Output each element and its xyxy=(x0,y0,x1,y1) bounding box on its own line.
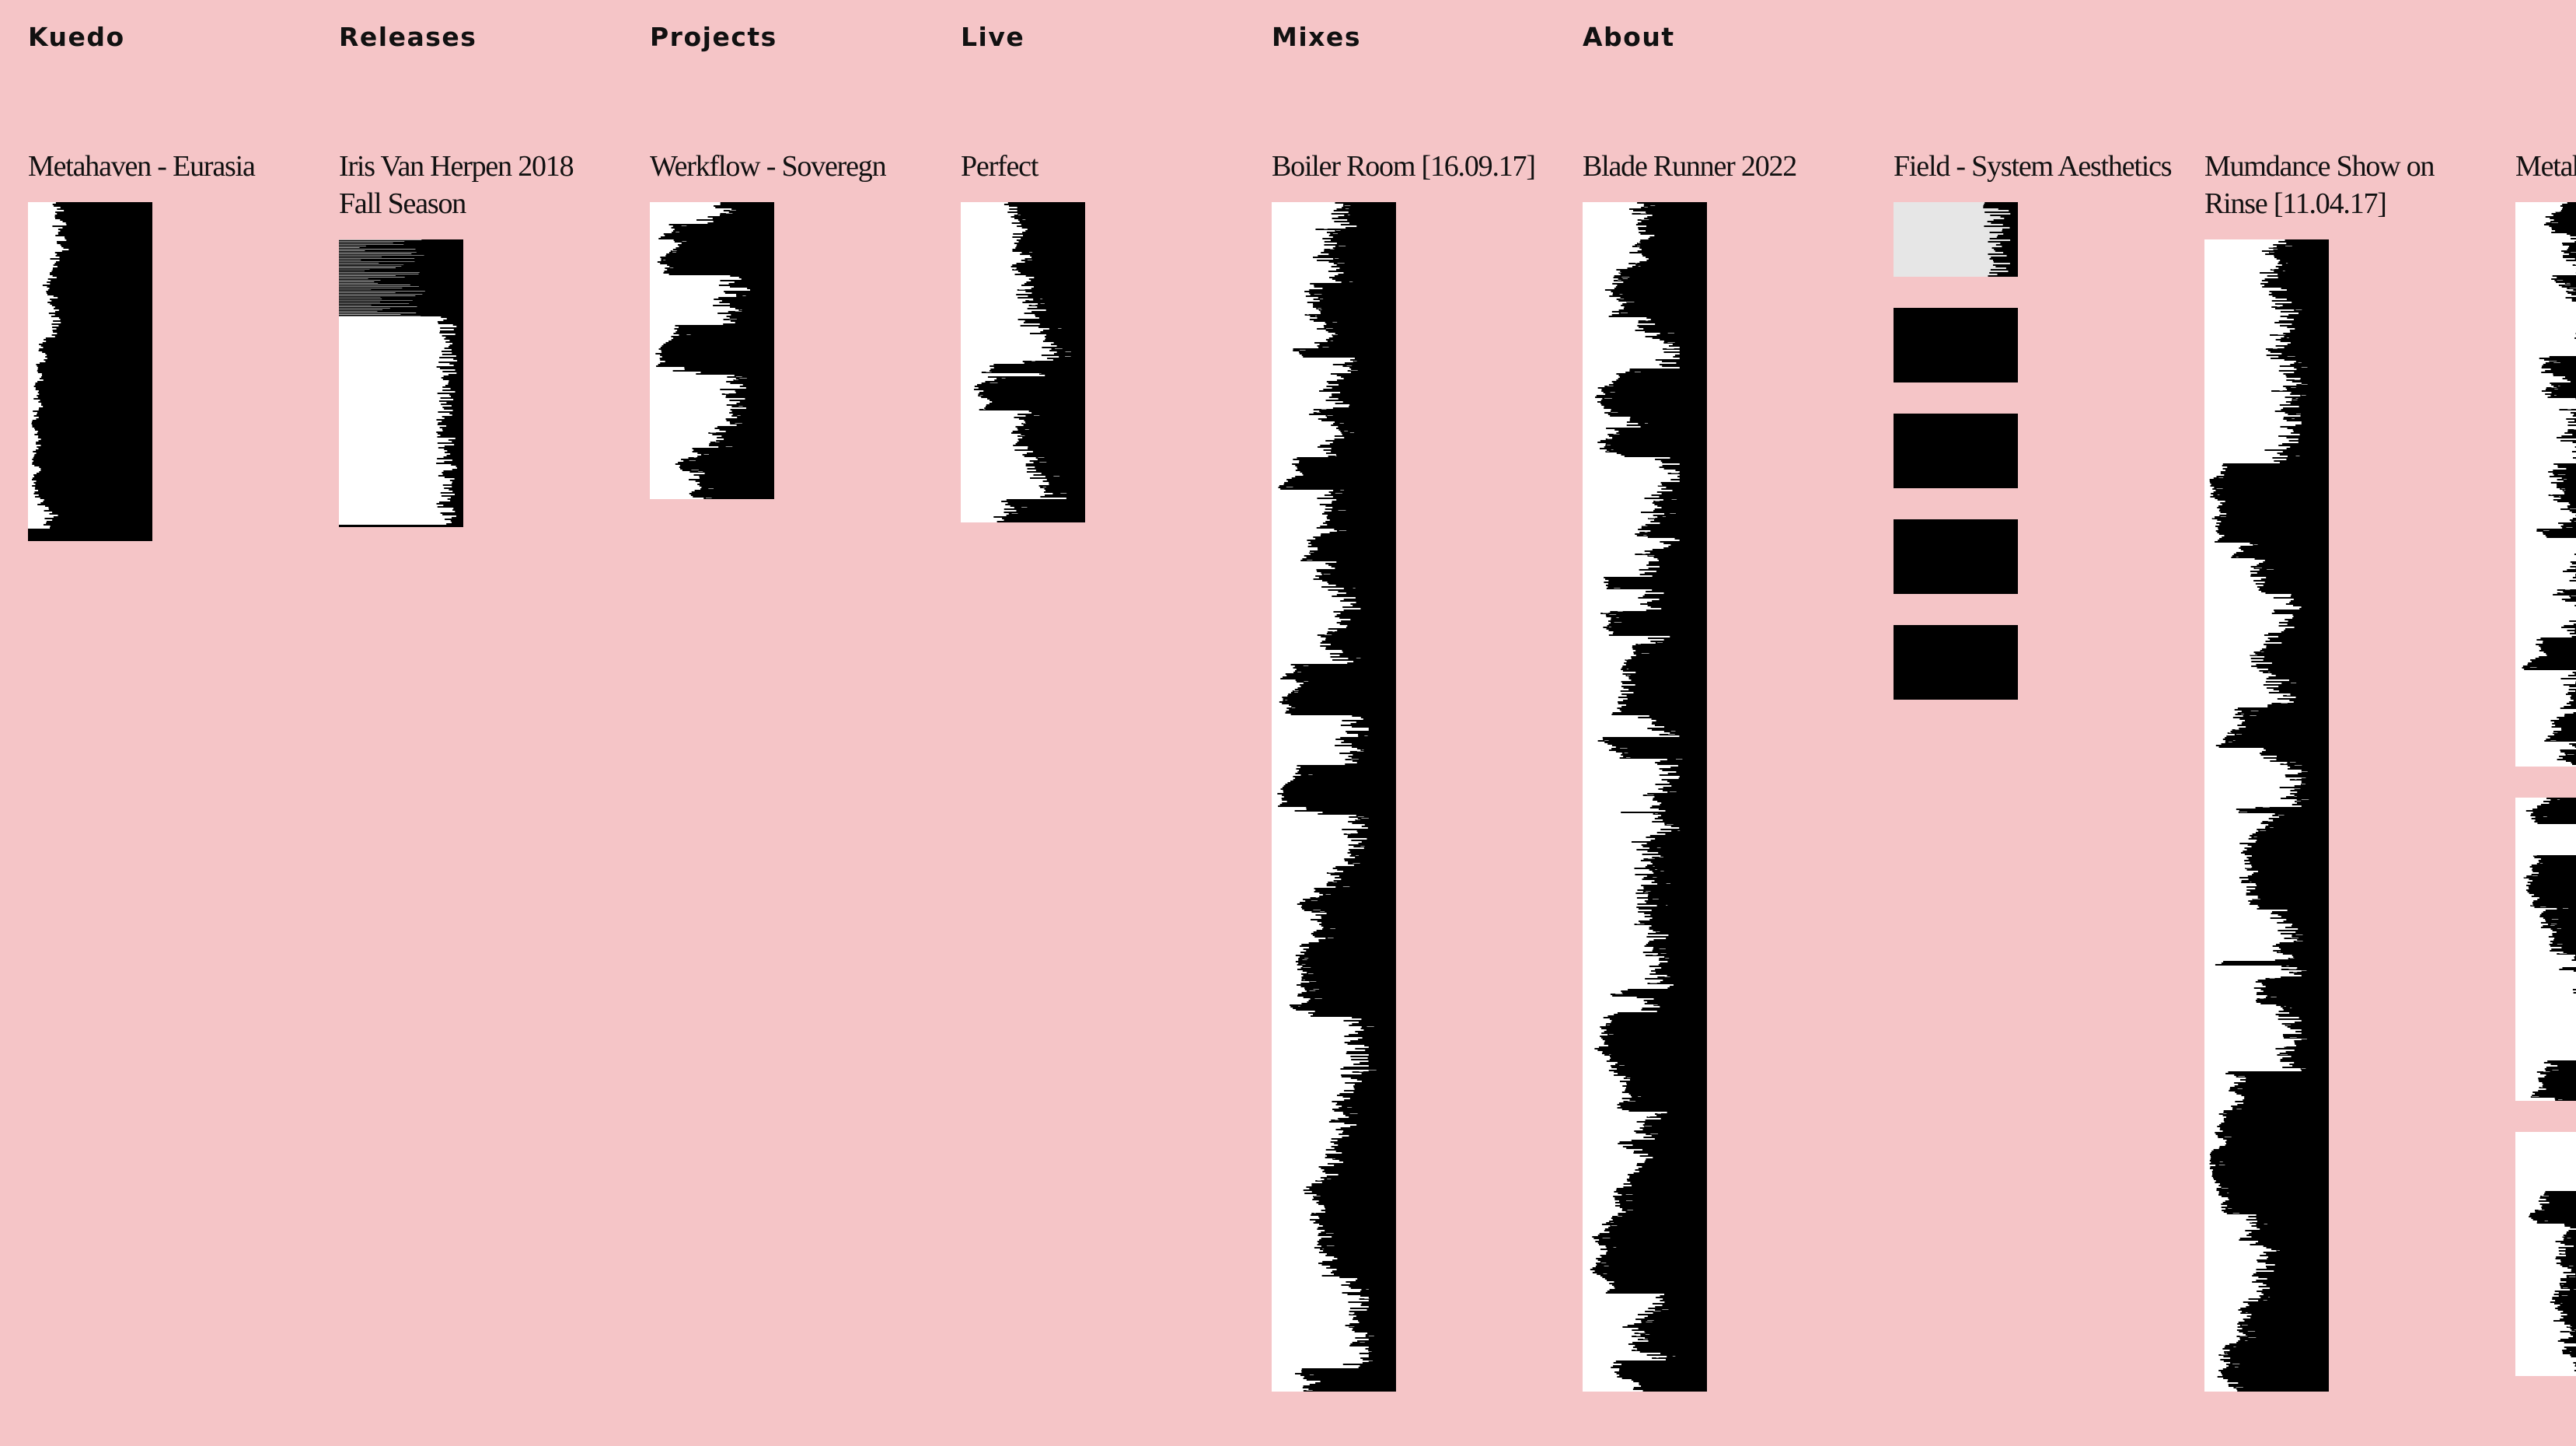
waveform-field-segment-2[interactable] xyxy=(1894,308,2018,382)
nav-kuedo[interactable]: Kuedo xyxy=(28,22,125,52)
track-title-perfect[interactable]: Perfect xyxy=(961,150,1038,183)
track-title-metahaven-eurasia[interactable]: Metahaven - Eurasia xyxy=(28,150,256,183)
track-title-blade-runner[interactable]: Blade Runner 2022 xyxy=(1583,150,1797,183)
waveform-boiler-room[interactable] xyxy=(1272,202,1396,1392)
waveform-field-segment-3[interactable] xyxy=(1894,414,2018,488)
waveform-perfect[interactable] xyxy=(961,202,1085,522)
waveform-metahaven-eurasia-2-segment-1[interactable] xyxy=(2515,202,2576,767)
nav-live[interactable]: Live xyxy=(961,22,1025,52)
track-title-werkflow[interactable]: Werkflow - Soveregn xyxy=(650,150,887,183)
waveform-field-segment-4[interactable] xyxy=(1894,519,2018,594)
track-title-metahaven-eurasia-2[interactable]: Metahaven - Eurasia xyxy=(2515,150,2576,183)
track-title-boiler-room[interactable]: Boiler Room [16.09.17] xyxy=(1272,150,1536,183)
track-title-iris-van-herpen[interactable]: Iris Van Herpen 2018 Fall Season xyxy=(339,150,574,220)
nav-mixes[interactable]: Mixes xyxy=(1272,22,1361,52)
waveform-field-segment-5[interactable] xyxy=(1894,625,2018,700)
waveform-field-segment-1[interactable] xyxy=(1894,202,2018,277)
waveform-iris-van-herpen[interactable] xyxy=(339,239,463,527)
nav-about[interactable]: About xyxy=(1583,22,1675,52)
waveform-werkflow[interactable] xyxy=(650,202,774,499)
track-title-mumdance[interactable]: Mumdance Show on Rinse [11.04.17] xyxy=(2204,150,2435,220)
nav-projects[interactable]: Projects xyxy=(650,22,777,52)
waveform-metahaven-eurasia[interactable] xyxy=(28,202,152,541)
waveform-mumdance[interactable] xyxy=(2204,239,2329,1392)
track-title-field[interactable]: Field - System Aesthetics xyxy=(1894,150,2173,183)
nav-releases[interactable]: Releases xyxy=(339,22,477,52)
waveform-blade-runner[interactable] xyxy=(1583,202,1707,1392)
waveform-metahaven-eurasia-2-segment-2[interactable] xyxy=(2515,798,2576,1101)
waveform-metahaven-eurasia-2-segment-3[interactable] xyxy=(2515,1132,2576,1376)
